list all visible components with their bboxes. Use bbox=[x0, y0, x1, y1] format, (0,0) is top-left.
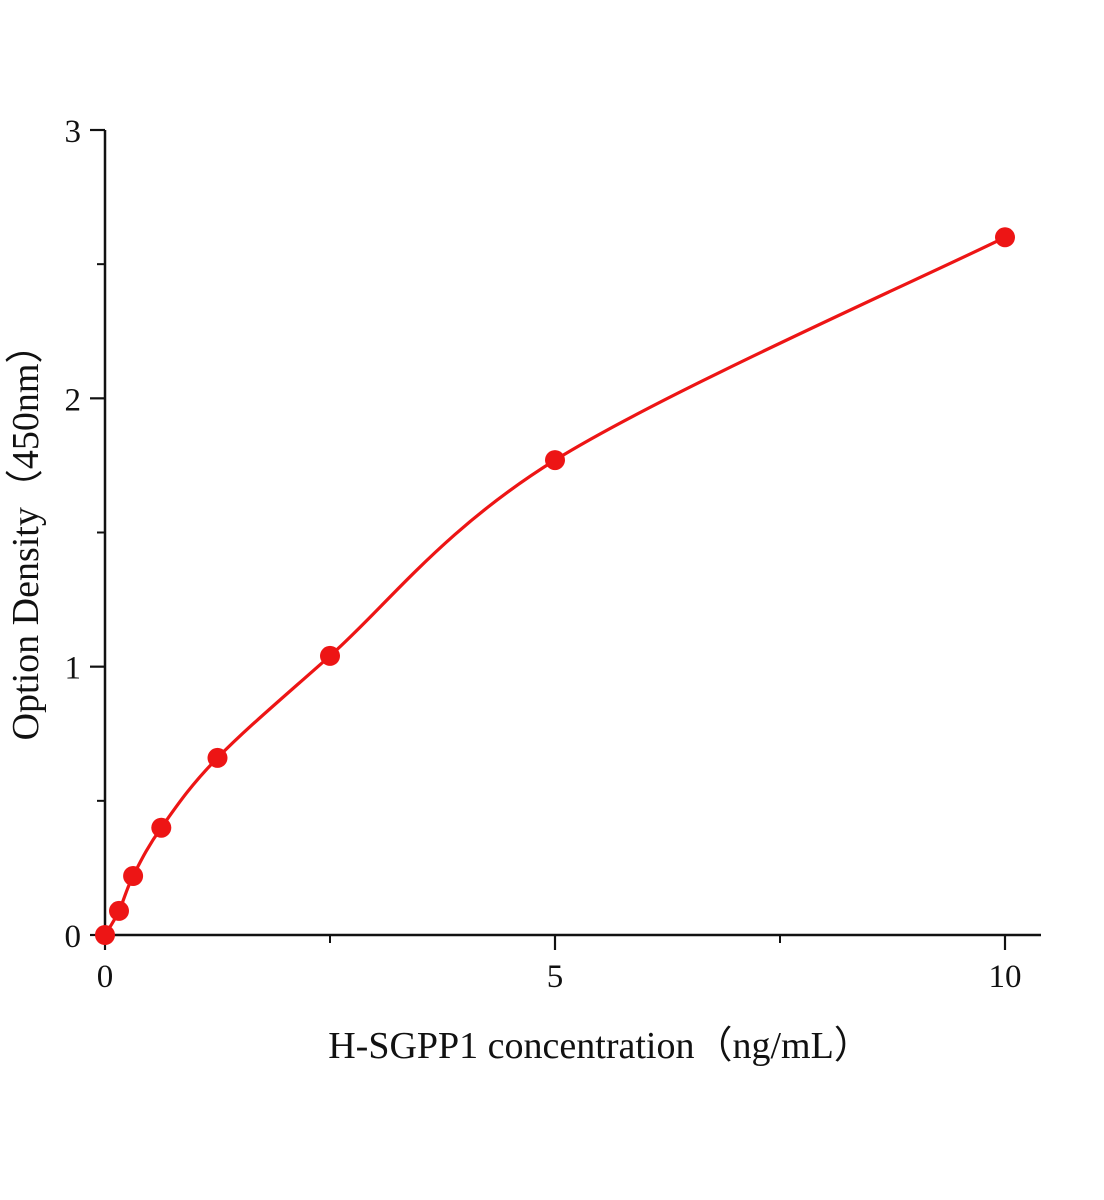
x-tick-label: 5 bbox=[547, 959, 564, 995]
data-point bbox=[109, 900, 129, 921]
y-tick-label: 2 bbox=[65, 382, 82, 418]
x-tick-label: 10 bbox=[989, 959, 1022, 995]
x-axis-title: H-SGPP1 concentration（ng/mL） bbox=[328, 1025, 872, 1067]
fitted-curve-line bbox=[103, 235, 1007, 937]
y-tick-label: 0 bbox=[65, 919, 82, 955]
plot-area: 0 5 10 0 1 2 3 bbox=[65, 114, 1041, 995]
y-axis-title: Option Density（450nm） bbox=[5, 326, 47, 741]
data-point bbox=[207, 747, 228, 768]
y-tick-label: 3 bbox=[65, 114, 82, 150]
y-tick-label: 1 bbox=[65, 651, 82, 687]
x-tick-label: 0 bbox=[97, 959, 114, 995]
data-point bbox=[95, 925, 115, 945]
data-point bbox=[320, 645, 340, 666]
data-point bbox=[545, 450, 565, 471]
data-point bbox=[995, 227, 1015, 248]
data-point bbox=[151, 817, 172, 838]
data-point bbox=[123, 866, 144, 886]
